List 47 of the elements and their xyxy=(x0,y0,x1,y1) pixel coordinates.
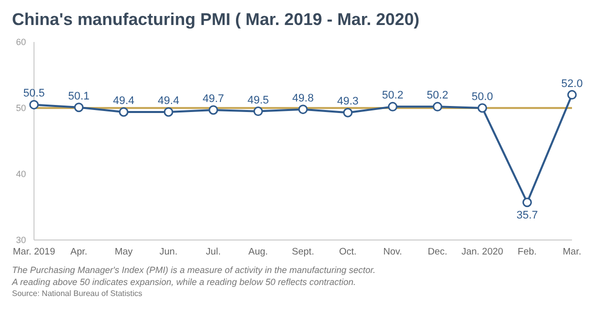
data-label: 50.0 xyxy=(472,91,494,103)
point xyxy=(164,107,174,117)
x-tick-label: Oct. xyxy=(339,246,357,258)
x-tick-label: Dec. xyxy=(428,246,448,258)
data-label: 49.4 xyxy=(158,94,180,107)
y-tick-label: 30 xyxy=(16,235,26,246)
data-label: 49.8 xyxy=(292,92,314,104)
data-label: 52.0 xyxy=(561,78,583,90)
point xyxy=(388,102,398,112)
point xyxy=(343,108,353,118)
text: The Purchasing Manager's Index (PMI) is a measure of activity in the manufacturing sector. xyxy=(12,264,377,276)
x-tick-label: Jan. 2020 xyxy=(461,246,504,258)
data-label: 50.2 xyxy=(426,90,448,102)
source-note: Source: National Bureau of Statistics xyxy=(12,288,144,300)
data-label: 35.7 xyxy=(516,209,538,222)
x-tick-label: Apr. xyxy=(70,246,88,258)
x-tick-label: May xyxy=(114,246,133,258)
y-tick-label: 50 xyxy=(16,103,26,114)
x-tick-label: Nov. xyxy=(383,246,402,258)
point xyxy=(298,104,308,114)
data-label: 50.5 xyxy=(23,88,45,100)
x-tick-label: Jun. xyxy=(160,246,178,258)
x-tick-label: Aug. xyxy=(248,246,268,258)
data-label: 49.7 xyxy=(202,92,224,105)
data-label: 50.2 xyxy=(382,90,404,102)
point xyxy=(253,106,263,116)
y-tick-label: 60 xyxy=(16,37,26,48)
point xyxy=(74,102,84,112)
x-tick-label: Jul. xyxy=(206,246,221,258)
data-label: 49.5 xyxy=(247,94,269,106)
data-label: 50.1 xyxy=(68,90,90,102)
point xyxy=(567,90,577,100)
point xyxy=(432,102,442,112)
point xyxy=(208,105,218,115)
x-tick-label: Mar. 2019 xyxy=(12,246,56,258)
point xyxy=(478,103,488,113)
chart-title: China's manufacturing PMI ( Mar. 2019 - Mar. 2020) xyxy=(11,9,420,31)
data-label: 49.4 xyxy=(112,94,134,107)
point xyxy=(522,198,532,208)
point xyxy=(29,100,39,110)
data-label: 49.3 xyxy=(337,96,359,108)
x-tick-label: Sept. xyxy=(292,246,314,258)
text: A reading above 50 indicates expansion, while a reading below 50 reflects contraction. xyxy=(12,276,357,288)
x-tick-label: Mar. xyxy=(562,246,582,258)
y-tick-label: 40 xyxy=(16,169,26,180)
point xyxy=(118,107,128,117)
x-tick-label: Feb. xyxy=(518,246,537,258)
